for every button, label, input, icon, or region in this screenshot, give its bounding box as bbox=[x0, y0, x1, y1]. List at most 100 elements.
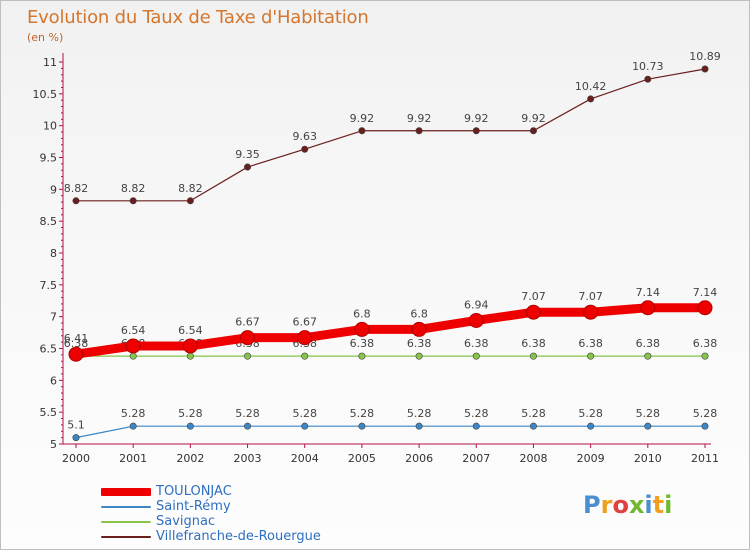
data-point bbox=[472, 352, 480, 360]
data-point bbox=[644, 75, 652, 83]
x-tick-label: 2010 bbox=[634, 452, 662, 465]
series-line-3 bbox=[75, 68, 706, 202]
y-tick-label: 6 bbox=[50, 374, 57, 387]
data-label: 9.92 bbox=[521, 112, 546, 125]
data-point bbox=[72, 434, 80, 442]
x-tick-label: 2005 bbox=[348, 452, 376, 465]
data-label: 9.92 bbox=[464, 112, 489, 125]
data-label: 6.94 bbox=[464, 298, 489, 311]
y-tick-label: 9 bbox=[50, 183, 57, 196]
data-point bbox=[301, 145, 309, 153]
data-label: 6.38 bbox=[521, 337, 546, 350]
data-label: 5.28 bbox=[407, 407, 432, 420]
data-point bbox=[244, 422, 252, 430]
data-label: 6.41 bbox=[64, 332, 89, 345]
y-tick-label: 10 bbox=[43, 120, 57, 133]
data-label: 5.1 bbox=[67, 419, 85, 432]
data-label: 6.8 bbox=[410, 307, 428, 320]
data-point bbox=[583, 304, 599, 320]
data-point bbox=[529, 422, 537, 430]
data-label: 9.92 bbox=[350, 112, 375, 125]
data-label: 6.67 bbox=[292, 316, 317, 329]
data-label: 6.38 bbox=[64, 337, 89, 350]
data-label: 5.28 bbox=[350, 407, 375, 420]
data-point bbox=[415, 422, 423, 430]
data-point bbox=[472, 422, 480, 430]
x-tick-label: 2009 bbox=[577, 452, 605, 465]
y-tick-label: 7 bbox=[50, 311, 57, 324]
data-point bbox=[182, 338, 198, 354]
logo-letter: i bbox=[644, 491, 653, 519]
data-label: 5.28 bbox=[521, 407, 546, 420]
data-label: 5.28 bbox=[178, 407, 203, 420]
chart-subtitle: (en %) bbox=[27, 31, 64, 44]
data-point bbox=[644, 352, 652, 360]
logo-letter: P bbox=[583, 491, 601, 519]
data-label: 9.63 bbox=[292, 130, 317, 143]
data-point bbox=[186, 352, 194, 360]
y-tick-label: 11 bbox=[43, 56, 57, 69]
chart-title: Evolution du Taux de Taxe d'Habitation bbox=[27, 7, 369, 28]
data-label: 8.82 bbox=[64, 182, 89, 195]
x-tick-label: 2007 bbox=[462, 452, 490, 465]
data-point bbox=[301, 422, 309, 430]
legend-label: Villefranche-de-Rouergue bbox=[156, 529, 321, 544]
x-tick-label: 2003 bbox=[234, 452, 262, 465]
data-point bbox=[240, 330, 256, 346]
legend-swatch bbox=[101, 536, 151, 538]
data-point bbox=[701, 352, 709, 360]
y-tick-label: 8 bbox=[50, 247, 57, 260]
legend-label: Savignac bbox=[156, 514, 216, 529]
x-tick-label: 2011 bbox=[691, 452, 719, 465]
data-point bbox=[125, 338, 141, 354]
data-point bbox=[72, 197, 80, 205]
data-label: 5.28 bbox=[292, 407, 317, 420]
data-label: 7.07 bbox=[521, 290, 546, 303]
logo-letter: i bbox=[664, 491, 673, 519]
x-tick-label: 2002 bbox=[176, 452, 204, 465]
logo-letter: t bbox=[652, 491, 665, 519]
data-point bbox=[644, 422, 652, 430]
data-label: 7.14 bbox=[693, 286, 718, 299]
data-point bbox=[701, 65, 709, 73]
data-point bbox=[587, 95, 595, 103]
data-label: 10.89 bbox=[689, 50, 721, 63]
logo-letter: x bbox=[628, 491, 645, 519]
data-point bbox=[129, 422, 137, 430]
data-label: 8.82 bbox=[121, 182, 146, 195]
data-point bbox=[587, 352, 595, 360]
data-label: 6.38 bbox=[464, 337, 489, 350]
data-point bbox=[358, 352, 366, 360]
series-line-0 bbox=[71, 303, 710, 359]
data-point bbox=[411, 321, 427, 337]
data-point bbox=[129, 197, 137, 205]
data-point bbox=[68, 346, 84, 362]
data-point bbox=[129, 352, 137, 360]
y-tick-label: 9.5 bbox=[40, 152, 58, 165]
data-label: 9.35 bbox=[235, 148, 260, 161]
y-tick-label: 6.5 bbox=[40, 343, 58, 356]
x-tick-label: 2000 bbox=[62, 452, 90, 465]
x-tick-label: 2001 bbox=[119, 452, 147, 465]
data-label: 5.28 bbox=[121, 407, 146, 420]
data-point bbox=[640, 300, 656, 316]
data-label: 5.28 bbox=[693, 407, 718, 420]
data-label: 6.54 bbox=[178, 324, 203, 337]
data-point bbox=[468, 312, 484, 328]
data-point bbox=[587, 422, 595, 430]
data-point bbox=[244, 352, 252, 360]
data-label: 5.28 bbox=[578, 407, 603, 420]
data-label: 10.73 bbox=[632, 60, 664, 73]
series-line-1 bbox=[75, 425, 706, 439]
data-label: 9.92 bbox=[407, 112, 432, 125]
data-point bbox=[415, 127, 423, 135]
data-point bbox=[415, 352, 423, 360]
data-point bbox=[701, 422, 709, 430]
data-label: 7.07 bbox=[578, 290, 603, 303]
data-point bbox=[358, 127, 366, 135]
data-point bbox=[358, 422, 366, 430]
y-tick-label: 8.5 bbox=[40, 215, 58, 228]
data-label: 5.28 bbox=[235, 407, 260, 420]
data-point bbox=[525, 304, 541, 320]
